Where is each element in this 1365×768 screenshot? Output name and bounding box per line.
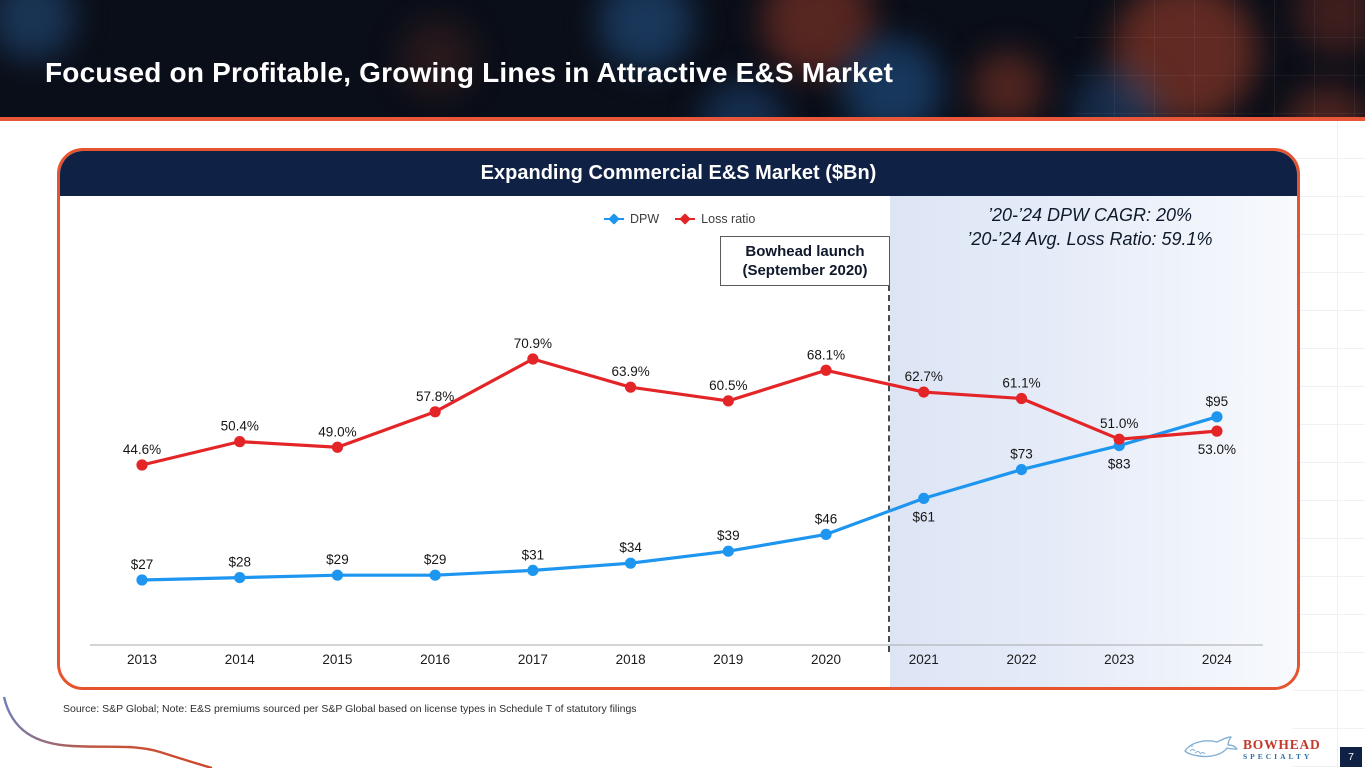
svg-text:53.0%: 53.0% [1198, 442, 1236, 457]
svg-text:2016: 2016 [420, 652, 450, 667]
svg-text:2023: 2023 [1104, 652, 1134, 667]
bowhead-launch-callout: Bowhead launch (September 2020) [720, 236, 890, 286]
logo-wordmark: BOWHEAD [1243, 736, 1321, 752]
legend-label-loss-ratio: Loss ratio [701, 212, 756, 226]
loss-ratio-series-marker-icon [675, 213, 696, 225]
dpw-cagr-stat: ’20-’24 DPW CAGR: 20% [987, 205, 1193, 225]
slide-title: Focused on Profitable, Growing Lines in … [45, 57, 894, 88]
bokeh-blob [0, 0, 75, 60]
whale-icon [1184, 736, 1238, 758]
chart-card-header: Expanding Commercial E&S Market ($Bn) [60, 151, 1297, 196]
cagr-stats: ’20-’24 DPW CAGR: 20% ’20-’24 Avg. Loss … [890, 203, 1290, 251]
launch-callout-line1: Bowhead launch [745, 242, 865, 260]
svg-text:2020: 2020 [811, 652, 841, 667]
svg-text:51.0%: 51.0% [1100, 416, 1138, 431]
svg-text:$39: $39 [717, 528, 740, 543]
source-note: Source: S&P Global; Note: E&S premiums s… [63, 703, 637, 715]
svg-text:57.8%: 57.8% [416, 389, 454, 404]
svg-text:2024: 2024 [1202, 652, 1233, 667]
svg-text:50.4%: 50.4% [221, 419, 259, 434]
svg-text:44.6%: 44.6% [123, 442, 161, 457]
svg-text:$31: $31 [522, 547, 545, 562]
launch-callout-line2: (September 2020) [742, 262, 868, 279]
header-grid-texture [1075, 0, 1365, 117]
svg-text:$61: $61 [912, 509, 935, 524]
svg-text:$29: $29 [424, 552, 447, 567]
svg-text:2017: 2017 [518, 652, 548, 667]
bokeh-blob [842, 38, 942, 117]
legend-item-dpw: DPW [604, 212, 659, 226]
svg-text:63.9%: 63.9% [611, 364, 649, 379]
avg-loss-ratio-stat: ’20-’24 Avg. Loss Ratio: 59.1% [967, 229, 1213, 250]
svg-text:$46: $46 [815, 511, 838, 526]
bokeh-blob [400, 20, 475, 95]
post-launch-highlight-region [890, 196, 1297, 687]
svg-text:2014: 2014 [225, 652, 256, 667]
bokeh-blob [1112, 0, 1257, 117]
svg-text:$27: $27 [131, 557, 154, 572]
chart-card: 2013 2014 2015 2016 2017 2018 2019 2020 2021 2022… [57, 148, 1300, 690]
svg-text:68.1%: 68.1% [807, 347, 845, 362]
page-number-badge: 7 [1340, 747, 1362, 767]
bowhead-logo: BOWHEAD SPECIALTY [1183, 735, 1321, 763]
dpw-series-marker-icon [604, 213, 624, 225]
svg-text:2018: 2018 [616, 652, 646, 667]
chart-svg: 2013 2014 2015 2016 2017 2018 2019 2020 2021 2022… [90, 336, 1263, 667]
legend-item-loss-ratio: Loss ratio [675, 212, 755, 226]
accent-divider-line [0, 117, 1365, 121]
svg-text:62.7%: 62.7% [905, 369, 943, 384]
svg-text:$34: $34 [619, 540, 642, 555]
background-grid-texture [1293, 121, 1365, 768]
legend-label-dpw: DPW [630, 212, 660, 226]
decorative-curve [2, 696, 213, 768]
svg-text:2021: 2021 [909, 652, 939, 667]
svg-text:2019: 2019 [713, 652, 743, 667]
svg-text:$29: $29 [326, 552, 349, 567]
slide-header-banner: Focused on Profitable, Growing Lines in … [0, 0, 1365, 117]
svg-text:$73: $73 [1010, 447, 1033, 462]
svg-text:2013: 2013 [127, 652, 157, 667]
svg-text:61.1%: 61.1% [1002, 375, 1040, 390]
bokeh-blob [972, 52, 1044, 117]
svg-text:49.0%: 49.0% [318, 424, 356, 439]
chart-title: Expanding Commercial E&S Market ($Bn) [480, 162, 877, 184]
svg-text:70.9%: 70.9% [514, 336, 552, 351]
svg-text:$28: $28 [228, 555, 251, 570]
chart-legend: DPW Loss ratio [604, 212, 755, 226]
svg-text:60.5%: 60.5% [709, 378, 747, 393]
launch-dashed-line [888, 285, 890, 652]
svg-text:2022: 2022 [1006, 652, 1036, 667]
svg-text:2015: 2015 [322, 652, 352, 667]
svg-text:$95: $95 [1206, 394, 1229, 409]
logo-subtext: SPECIALTY [1243, 752, 1313, 761]
svg-text:$83: $83 [1108, 457, 1131, 472]
